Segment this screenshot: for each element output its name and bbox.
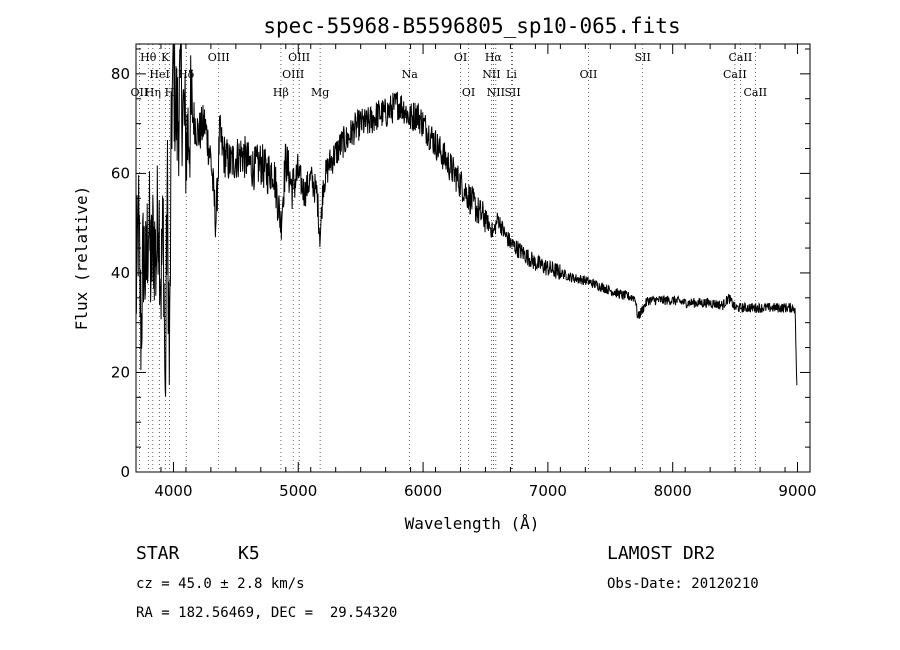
- spectral-line-label: OI: [454, 51, 467, 64]
- spectral-line-label: HeI: [149, 68, 169, 81]
- spectral-line-label: OIII: [282, 68, 304, 81]
- spectral-subclass: K5: [238, 543, 260, 564]
- observation-date: Obs-Date: 20120210: [607, 576, 759, 592]
- spectral-line-label: CaII: [743, 86, 767, 99]
- axis-tick-labels: 4000 5000 6000 7000 8000 9000 0 20 40 60 80: [111, 65, 817, 500]
- spectral-line-label: Hα: [485, 51, 503, 64]
- y-axis-label: Flux (relative): [72, 186, 91, 331]
- axis-ticks: [135, 44, 811, 473]
- plot-frame: [135, 43, 811, 473]
- spectral-line-label: OII: [580, 68, 598, 81]
- x-tick-label: 7000: [529, 482, 567, 500]
- spectral-line-label: K: [161, 51, 170, 64]
- spectral-line-labels: OIIHθHηHeIKHHδOIIIHβOIIIOIIIMgNaOIOINIIH…: [131, 51, 768, 99]
- spectral-line-label: OIII: [208, 51, 230, 64]
- x-axis-label: Wavelength (Å): [405, 514, 540, 533]
- spectral-line-label: Li: [506, 68, 517, 81]
- spectral-line-label: Hβ: [273, 86, 289, 99]
- spectral-line-label: H: [165, 86, 175, 99]
- spectral-line-markers: [139, 44, 756, 472]
- y-tick-label: 60: [111, 164, 130, 182]
- spectral-line-label: Hθ: [140, 51, 157, 64]
- x-tick-label: 9000: [778, 482, 816, 500]
- spectral-line-label: CaII: [729, 51, 753, 64]
- spectral-line-label: OII: [131, 86, 149, 99]
- spectral-line-label: SII: [504, 86, 520, 99]
- chart-title: spec-55968-B5596805_sp10-065.fits: [263, 14, 680, 38]
- spectral-line-label: NII: [487, 86, 505, 99]
- x-tick-label: 4000: [154, 482, 192, 500]
- spectral-line-label: OI: [462, 86, 475, 99]
- survey-name: LAMOST DR2: [607, 543, 716, 564]
- spectral-line-label: SII: [635, 51, 651, 64]
- spectral-line-label: CaII: [723, 68, 747, 81]
- y-tick-label: 80: [111, 65, 130, 83]
- spectral-line-label: Na: [402, 68, 419, 81]
- x-tick-label: 6000: [404, 482, 442, 500]
- x-tick-label: 5000: [279, 482, 317, 500]
- spectral-line-label: NII: [482, 68, 500, 81]
- spectrum-line: [135, 43, 798, 397]
- spectral-line-label: OIII: [288, 51, 310, 64]
- spectral-line-label: Hη: [145, 86, 161, 99]
- spectral-line-label: Mg: [311, 86, 329, 99]
- redshift-value: cz = 45.0 ± 2.8 km/s: [136, 576, 305, 592]
- object-class: STAR: [136, 543, 180, 564]
- y-tick-label: 0: [120, 463, 130, 481]
- y-tick-label: 20: [111, 363, 130, 381]
- coordinates: RA = 182.56469, DEC = 29.54320: [136, 605, 398, 621]
- x-tick-label: 8000: [654, 482, 692, 500]
- y-tick-label: 40: [111, 264, 130, 282]
- spectrum-series: [135, 43, 798, 397]
